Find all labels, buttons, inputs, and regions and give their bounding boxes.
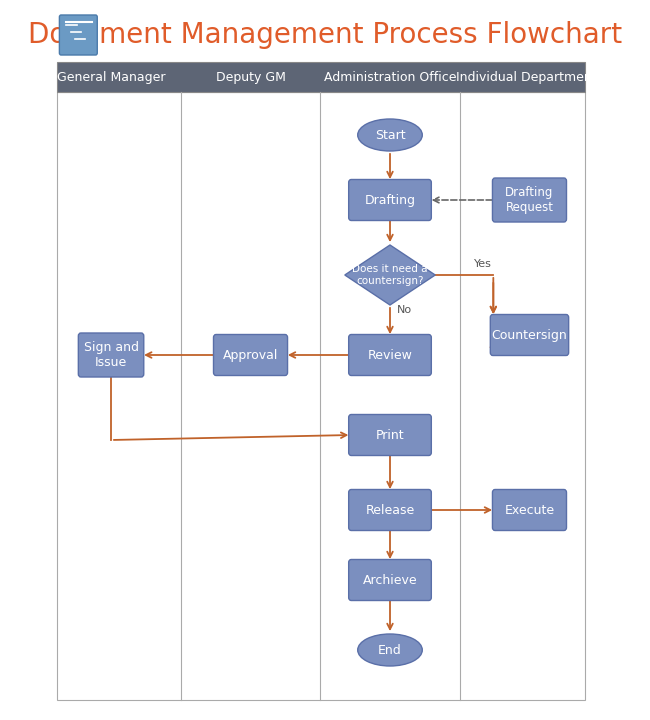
FancyBboxPatch shape	[79, 333, 144, 377]
Ellipse shape	[358, 634, 423, 666]
FancyBboxPatch shape	[57, 92, 586, 700]
Text: End: End	[378, 644, 402, 657]
FancyBboxPatch shape	[490, 315, 569, 356]
Text: Drafting
Request: Drafting Request	[505, 186, 554, 214]
Text: Does it need a
countersign?: Does it need a countersign?	[352, 264, 428, 286]
Text: Yes: Yes	[473, 259, 491, 269]
FancyBboxPatch shape	[348, 179, 432, 220]
Text: Drafting: Drafting	[365, 194, 415, 207]
Text: No: No	[397, 305, 412, 315]
Text: Administration Office: Administration Office	[324, 71, 456, 84]
Text: Archieve: Archieve	[363, 574, 417, 587]
FancyBboxPatch shape	[348, 559, 432, 600]
Text: Execute: Execute	[504, 503, 554, 516]
Text: Countersign: Countersign	[491, 328, 567, 341]
FancyBboxPatch shape	[348, 335, 432, 376]
Text: Review: Review	[367, 348, 413, 361]
FancyBboxPatch shape	[493, 178, 567, 222]
FancyBboxPatch shape	[59, 15, 98, 55]
FancyBboxPatch shape	[57, 62, 586, 92]
Text: Print: Print	[376, 428, 404, 441]
Text: Start: Start	[374, 128, 406, 142]
FancyBboxPatch shape	[493, 490, 567, 531]
Text: Sign and
Issue: Sign and Issue	[84, 341, 138, 369]
FancyBboxPatch shape	[213, 335, 287, 376]
Text: General Manager: General Manager	[57, 71, 165, 84]
Text: Release: Release	[365, 503, 415, 516]
Text: Individual Departments: Individual Departments	[456, 71, 603, 84]
Text: Deputy GM: Deputy GM	[216, 71, 285, 84]
FancyBboxPatch shape	[348, 490, 432, 531]
Text: Document Management Process Flowchart: Document Management Process Flowchart	[29, 21, 623, 49]
Ellipse shape	[358, 119, 423, 151]
FancyBboxPatch shape	[348, 415, 432, 456]
Text: Approval: Approval	[223, 348, 278, 361]
Polygon shape	[344, 245, 436, 305]
